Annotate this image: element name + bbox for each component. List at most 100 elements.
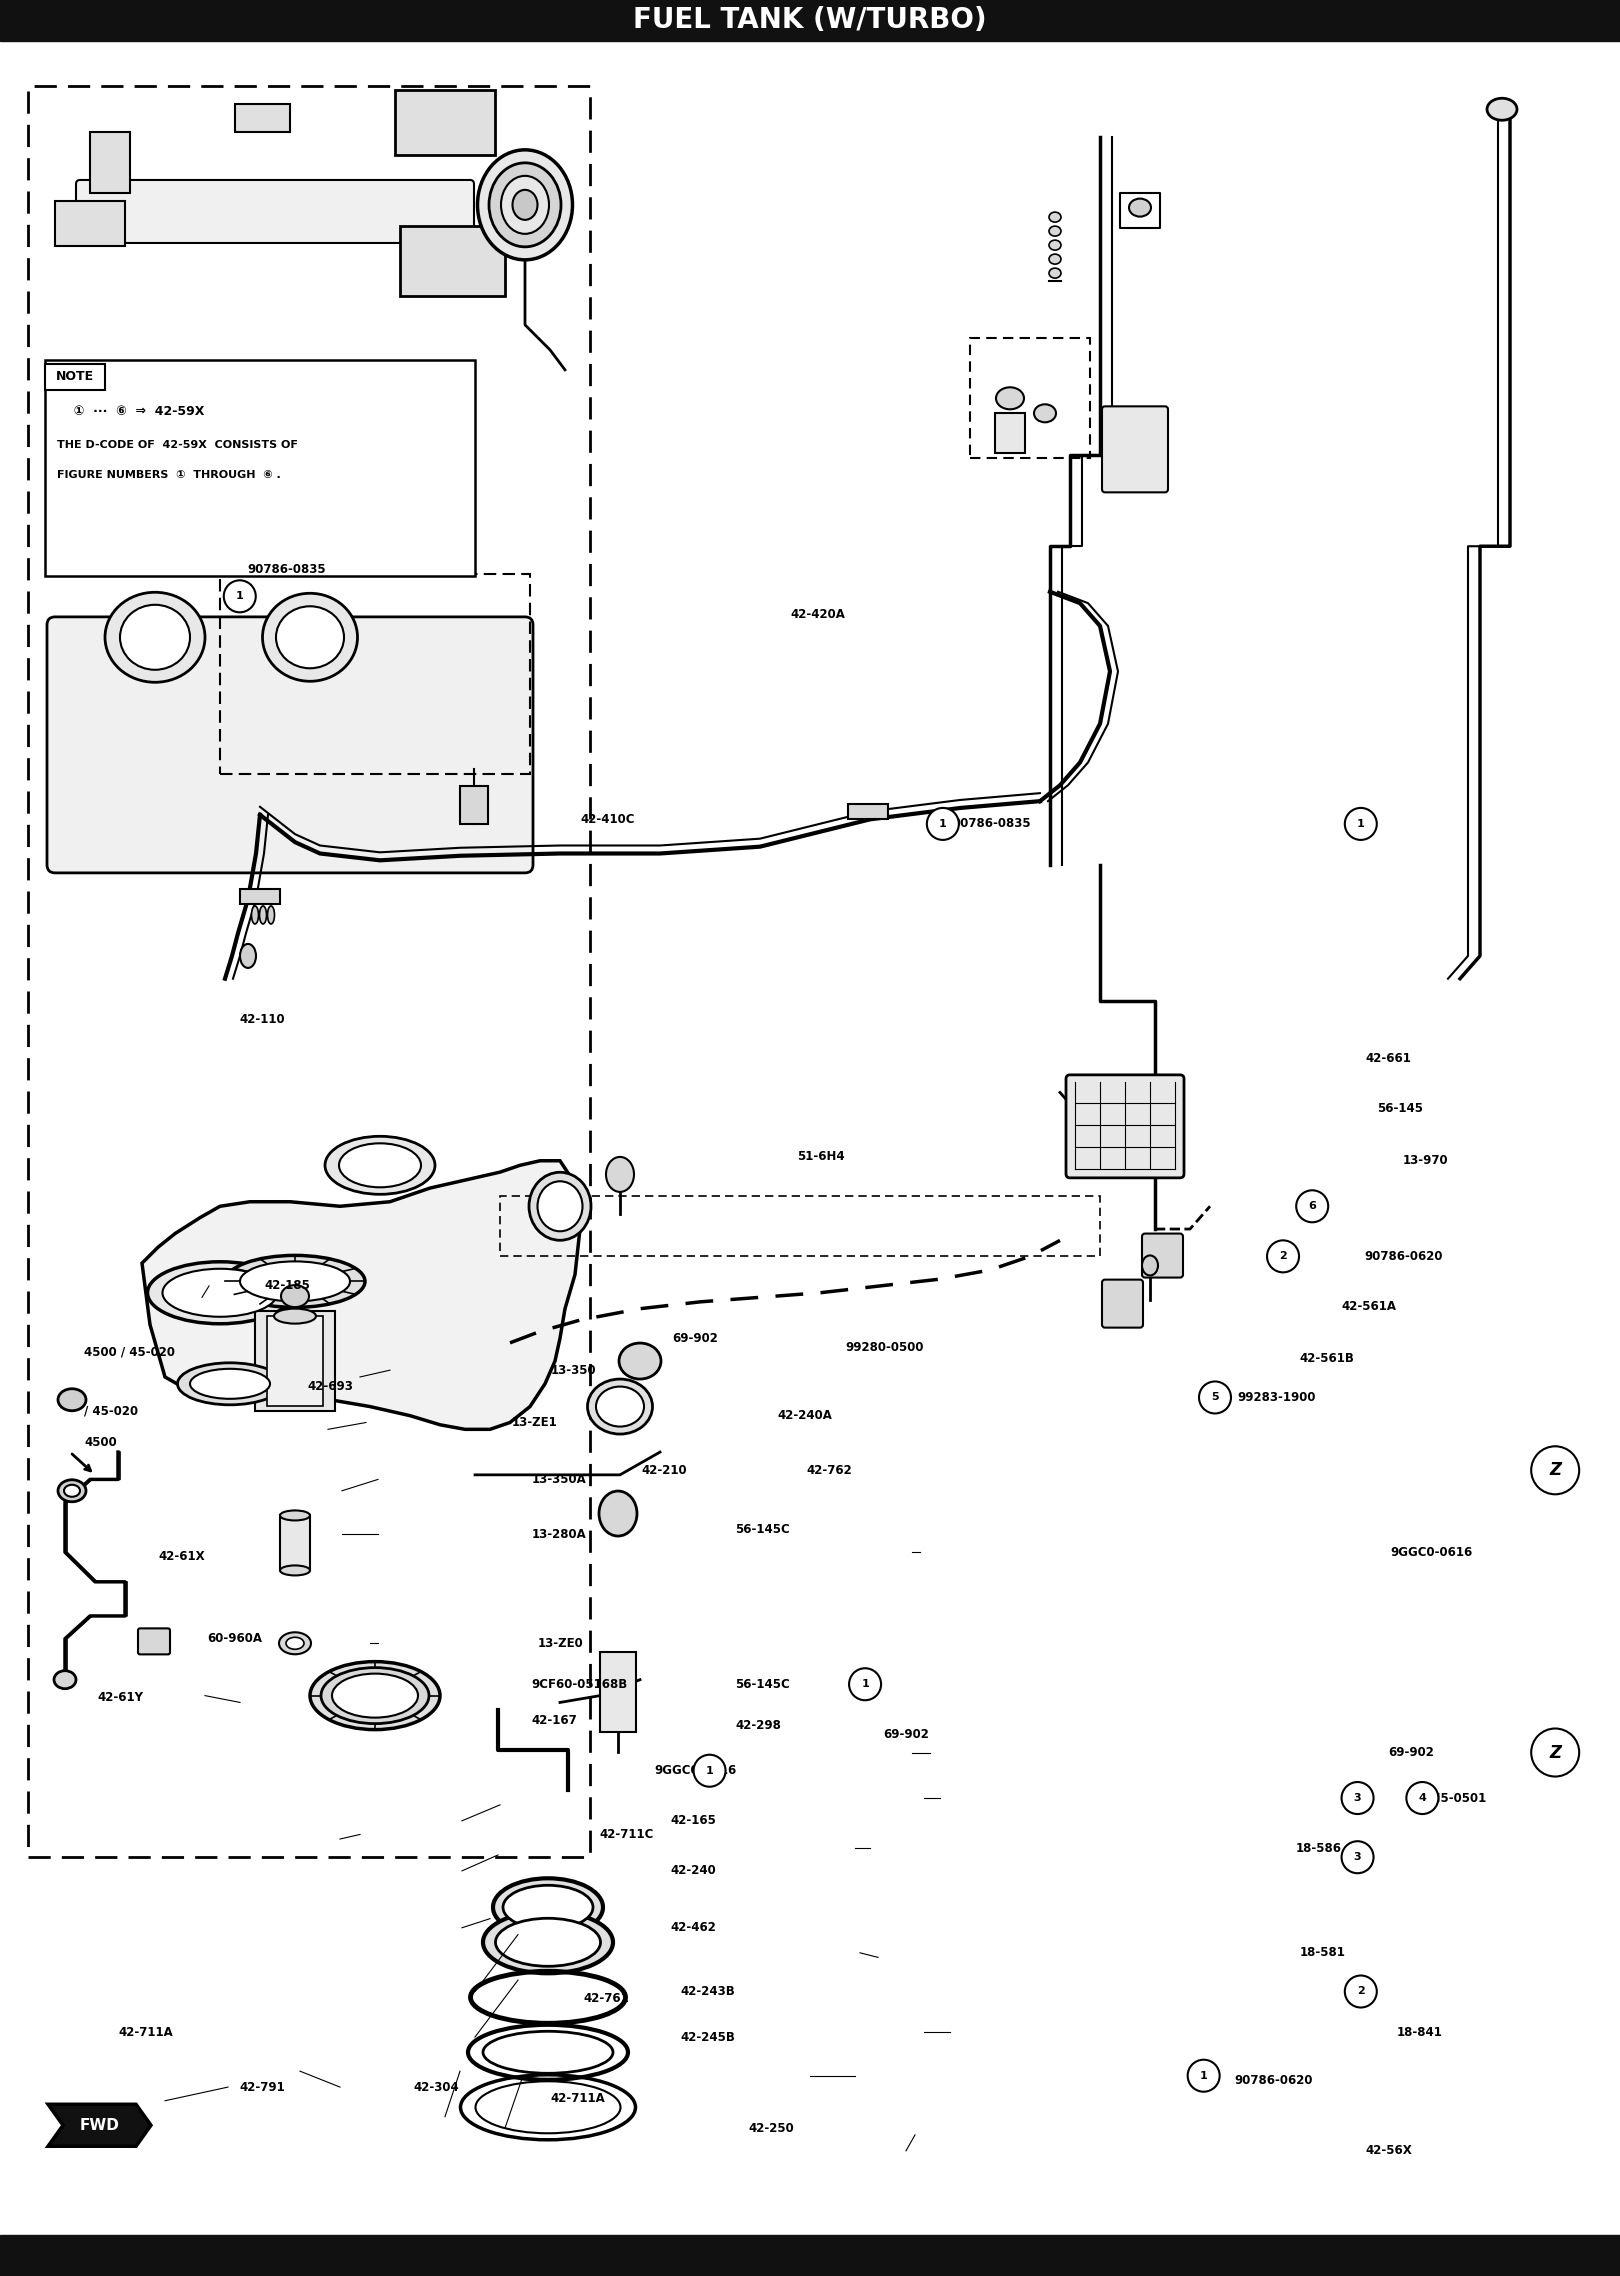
Bar [847,803,888,819]
Text: 90786-0835: 90786-0835 [248,562,327,576]
Text: 9GGC0-0616: 9GGC0-0616 [654,1764,737,1778]
Ellipse shape [262,594,358,681]
Ellipse shape [162,1268,277,1318]
Bar [45,360,475,576]
Ellipse shape [1050,255,1061,264]
Text: 42-167: 42-167 [531,1714,577,1727]
Text: 42-250: 42-250 [748,2121,794,2135]
Text: 6: 6 [1309,1202,1315,1211]
Text: 13-350: 13-350 [551,1363,596,1377]
Text: 9YAH5-0501: 9YAH5-0501 [1406,1791,1487,1805]
Bar [395,89,496,155]
Text: Z: Z [1549,1743,1562,1762]
Text: 13-970: 13-970 [1403,1154,1448,1168]
Text: 18-841: 18-841 [1396,2026,1442,2039]
Text: 42-420A: 42-420A [791,608,846,621]
Ellipse shape [240,945,256,967]
Text: 1: 1 [940,819,946,828]
Ellipse shape [321,1668,429,1723]
Ellipse shape [478,150,572,259]
Text: 42-711A: 42-711A [118,2026,173,2039]
Text: FUEL TANK (W/TURBO): FUEL TANK (W/TURBO) [633,7,987,34]
Ellipse shape [501,175,549,234]
Bar [267,1316,322,1407]
Circle shape [1199,1382,1231,1413]
Text: 42-240: 42-240 [671,1864,716,1878]
Ellipse shape [483,1912,612,1973]
Text: 56-145: 56-145 [1377,1102,1422,1115]
Text: 3: 3 [1354,1793,1361,1803]
Ellipse shape [489,164,561,246]
Text: FIGURE NUMBERS  ①  THROUGH  ⑥ .: FIGURE NUMBERS ① THROUGH ⑥ . [57,469,282,480]
Text: 69-902: 69-902 [1388,1746,1434,1759]
Circle shape [1345,808,1377,840]
Ellipse shape [275,605,343,669]
Circle shape [1187,2060,1220,2092]
Ellipse shape [274,1309,316,1325]
Circle shape [224,580,256,612]
Ellipse shape [588,1379,653,1434]
Text: 1: 1 [237,592,243,601]
Bar [220,574,530,774]
Ellipse shape [596,1386,645,1427]
Ellipse shape [287,1636,305,1650]
FancyBboxPatch shape [1102,1279,1144,1327]
Text: 56-145C: 56-145C [735,1677,791,1691]
Ellipse shape [280,1511,309,1520]
Ellipse shape [53,1671,76,1689]
Text: 4: 4 [1419,1793,1426,1803]
Ellipse shape [280,1286,309,1306]
Bar [0,2235,1620,2276]
Text: 42-240A: 42-240A [778,1409,833,1422]
Bar [254,1311,335,1411]
Text: 13-ZE1: 13-ZE1 [512,1416,557,1429]
Ellipse shape [58,1479,86,1502]
Text: 42-561B: 42-561B [1299,1352,1354,1366]
Ellipse shape [619,1343,661,1379]
Circle shape [1267,1240,1299,1272]
Circle shape [1341,1782,1374,1814]
Ellipse shape [339,1143,421,1188]
Ellipse shape [225,1256,364,1306]
Text: 51-6H4: 51-6H4 [797,1149,844,1163]
Text: 42-165: 42-165 [671,1814,716,1828]
Ellipse shape [332,1673,418,1718]
Circle shape [849,1668,881,1700]
Text: 13-280A: 13-280A [531,1527,586,1541]
Text: 99280-0500: 99280-0500 [846,1341,923,1354]
Bar [28,86,590,1857]
Ellipse shape [606,1156,633,1193]
Ellipse shape [496,1919,601,1966]
Bar [460,785,488,824]
Circle shape [1531,1727,1580,1778]
Text: 42-298: 42-298 [735,1718,781,1732]
Text: 9GGC0-0616: 9GGC0-0616 [1390,1545,1473,1559]
Text: 42-110: 42-110 [240,1013,285,1026]
Ellipse shape [1050,241,1061,250]
Text: ①  ···  ⑥  ⇒  42-59X: ① ··· ⑥ ⇒ 42-59X [65,405,204,419]
Text: 56-145C: 56-145C [735,1523,791,1536]
Text: 42-711A: 42-711A [551,2092,606,2105]
Polygon shape [143,1161,580,1429]
Bar [0,0,1620,41]
Text: 42-185: 42-185 [264,1279,309,1293]
Circle shape [1341,1841,1374,1873]
Ellipse shape [58,1388,86,1411]
Ellipse shape [530,1172,591,1240]
Text: 69-902: 69-902 [672,1331,718,1345]
Ellipse shape [280,1566,309,1575]
Bar [970,339,1090,457]
Text: 18-581: 18-581 [1299,1946,1345,1960]
Ellipse shape [492,1878,603,1937]
FancyBboxPatch shape [76,180,475,244]
Ellipse shape [267,906,274,924]
Text: 42-693: 42-693 [308,1379,353,1393]
Text: 13-350A: 13-350A [531,1473,586,1486]
Ellipse shape [285,1511,305,1539]
Text: 90786-0835: 90786-0835 [953,817,1032,831]
Ellipse shape [1142,1256,1158,1275]
Text: 13-ZE0: 13-ZE0 [538,1636,583,1650]
Bar [599,1652,637,1732]
Text: 42-661: 42-661 [1366,1052,1411,1065]
Text: 1: 1 [862,1680,868,1689]
